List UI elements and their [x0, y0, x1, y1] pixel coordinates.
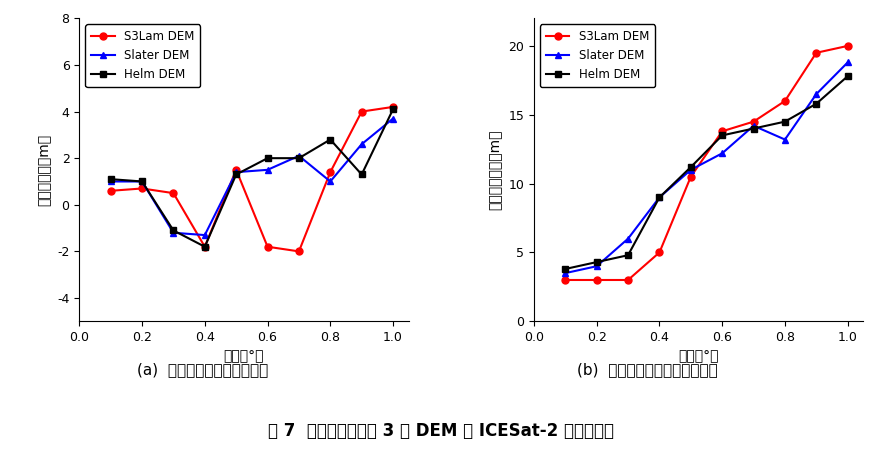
Slater DEM [655, 195, 665, 200]
S3Lam DEM [357, 109, 367, 114]
Slater DEM [591, 263, 602, 269]
X-axis label: 坡度（°）: 坡度（°） [224, 350, 264, 364]
S3Lam DEM [842, 43, 853, 49]
S3Lam DEM [137, 186, 147, 191]
Line: S3Lam DEM: S3Lam DEM [107, 103, 396, 255]
Helm DEM [842, 73, 853, 79]
S3Lam DEM [293, 249, 304, 254]
Text: (a)  高程差均値与坡度的关系: (a) 高程差均値与坡度的关系 [137, 362, 268, 377]
Helm DEM [623, 252, 633, 258]
Slater DEM [137, 179, 147, 184]
Helm DEM [780, 119, 790, 124]
Helm DEM [263, 156, 273, 161]
S3Lam DEM [811, 50, 822, 56]
Helm DEM [325, 137, 336, 142]
Helm DEM [106, 176, 116, 182]
Slater DEM [231, 169, 241, 175]
Slater DEM [263, 167, 273, 173]
S3Lam DEM [388, 104, 398, 110]
Helm DEM [591, 259, 602, 265]
Helm DEM [293, 156, 304, 161]
Slater DEM [842, 60, 853, 65]
S3Lam DEM [717, 129, 728, 134]
S3Lam DEM [591, 277, 602, 283]
Helm DEM [168, 228, 179, 233]
Slater DEM [168, 230, 179, 235]
Slater DEM [560, 270, 571, 276]
Slater DEM [106, 179, 116, 184]
Helm DEM [357, 172, 367, 177]
Text: 图 7  不同坡度范围内 3 种 DEM 与 ICESat-2 高程差统计: 图 7 不同坡度范围内 3 种 DEM 与 ICESat-2 高程差统计 [268, 422, 613, 441]
S3Lam DEM [685, 174, 696, 179]
Slater DEM [357, 141, 367, 147]
Helm DEM [137, 179, 147, 184]
S3Lam DEM [560, 277, 571, 283]
Helm DEM [560, 266, 571, 272]
Helm DEM [231, 172, 241, 177]
S3Lam DEM [168, 190, 179, 196]
Text: (b)  高程差标准差与坡度的关系: (b) 高程差标准差与坡度的关系 [577, 362, 718, 377]
Line: Helm DEM: Helm DEM [107, 106, 396, 250]
S3Lam DEM [199, 244, 210, 250]
Helm DEM [717, 133, 728, 138]
X-axis label: 坡度（°）: 坡度（°） [678, 350, 719, 364]
Slater DEM [780, 137, 790, 142]
S3Lam DEM [623, 277, 633, 283]
Slater DEM [811, 91, 822, 97]
Slater DEM [388, 116, 398, 121]
Legend: S3Lam DEM, Slater DEM, Helm DEM: S3Lam DEM, Slater DEM, Helm DEM [540, 24, 655, 87]
Helm DEM [748, 126, 759, 131]
Line: Slater DEM: Slater DEM [562, 59, 851, 277]
S3Lam DEM [655, 250, 665, 255]
S3Lam DEM [748, 119, 759, 124]
S3Lam DEM [263, 244, 273, 250]
Line: Helm DEM: Helm DEM [562, 73, 851, 273]
S3Lam DEM [780, 98, 790, 104]
Helm DEM [685, 164, 696, 170]
Helm DEM [811, 101, 822, 106]
Slater DEM [325, 179, 336, 184]
Slater DEM [623, 236, 633, 241]
Helm DEM [655, 195, 665, 200]
Helm DEM [388, 106, 398, 112]
Helm DEM [199, 244, 210, 250]
Line: Slater DEM: Slater DEM [107, 115, 396, 239]
S3Lam DEM [231, 167, 241, 173]
Slater DEM [199, 232, 210, 238]
Slater DEM [748, 123, 759, 129]
S3Lam DEM [106, 188, 116, 194]
S3Lam DEM [325, 169, 336, 175]
Legend: S3Lam DEM, Slater DEM, Helm DEM: S3Lam DEM, Slater DEM, Helm DEM [85, 24, 201, 87]
Slater DEM [293, 153, 304, 159]
Y-axis label: 高程差均値（m）: 高程差均値（m） [38, 134, 52, 206]
Slater DEM [717, 151, 728, 156]
Slater DEM [685, 167, 696, 173]
Y-axis label: 高程差标准差（m）: 高程差标准差（m） [489, 129, 503, 210]
Line: S3Lam DEM: S3Lam DEM [562, 42, 851, 284]
